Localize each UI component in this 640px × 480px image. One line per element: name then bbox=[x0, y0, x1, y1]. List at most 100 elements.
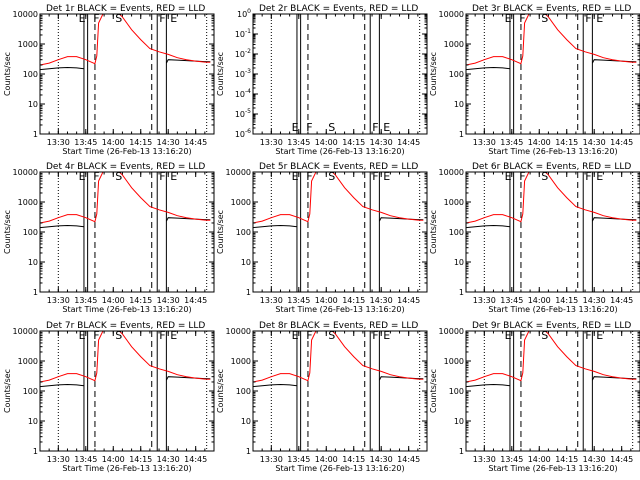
y-tick-label: 100 bbox=[23, 387, 38, 396]
y-tick-label: 10000 bbox=[439, 168, 464, 177]
x-tick-label: 14:45 bbox=[610, 296, 633, 305]
event-marker-letter: E bbox=[79, 12, 86, 25]
y-tick-label: 10000 bbox=[13, 327, 38, 336]
y-tick-label: 10-3 bbox=[235, 68, 251, 79]
x-tick-label: 13:45 bbox=[287, 455, 310, 464]
panel-title: Det 7r BLACK = Events, RED = LLD bbox=[46, 321, 205, 331]
event-marker-letter: E bbox=[383, 121, 390, 134]
y-tick-label: 10000 bbox=[439, 327, 464, 336]
event-marker-letter: F bbox=[372, 170, 378, 183]
event-marker-letter: F bbox=[93, 170, 99, 183]
y-axis-label: Counts/sec bbox=[429, 210, 438, 254]
event-marker-letter: F bbox=[519, 170, 525, 183]
y-axis-label: Counts/sec bbox=[3, 369, 12, 413]
y-axis-label: Counts/sec bbox=[216, 369, 225, 413]
panel-3: Det 3r BLACK = Events, RED = LLD 1 10 100 10… bbox=[429, 4, 640, 156]
event-marker-letter: E bbox=[596, 170, 603, 183]
y-tick-label: 10 bbox=[454, 417, 464, 426]
y-tick-label: 1000 bbox=[231, 198, 251, 207]
lld-series-line bbox=[466, 172, 637, 224]
event-marker-letter: F bbox=[306, 329, 312, 342]
x-tick-label: 13:30 bbox=[473, 296, 496, 305]
plot-frame bbox=[252, 171, 428, 293]
x-axis-label: Start Time (26-Feb-13 13:16:20) bbox=[62, 305, 191, 314]
x-tick-label: 14:00 bbox=[102, 296, 125, 305]
y-tick-label: 1 bbox=[459, 447, 464, 456]
y-axis-label: Counts/sec bbox=[3, 210, 12, 254]
event-marker-letter: E bbox=[79, 329, 86, 342]
event-marker-letter: F bbox=[93, 329, 99, 342]
x-tick-label: 14:30 bbox=[370, 296, 393, 305]
x-tick-label: 13:30 bbox=[47, 138, 70, 147]
x-axis-label: Start Time (26-Feb-13 13:16:20) bbox=[275, 147, 404, 156]
event-marker-letter: E bbox=[505, 170, 512, 183]
x-axis-label: Start Time (26-Feb-13 13:16:20) bbox=[62, 464, 191, 473]
x-tick-label: 13:45 bbox=[500, 138, 523, 147]
event-marker-letter: S bbox=[115, 170, 122, 183]
x-tick-label: 14:30 bbox=[157, 296, 180, 305]
y-tick-label: 1000 bbox=[444, 198, 464, 207]
panel-title: Det 2r BLACK = Events, RED = LLD bbox=[259, 4, 418, 14]
y-tick-label: 100 bbox=[236, 387, 251, 396]
x-tick-label: 14:00 bbox=[528, 455, 551, 464]
x-tick-label: 14:45 bbox=[397, 455, 420, 464]
y-tick-label: 10-5 bbox=[235, 108, 251, 119]
x-tick-label: 13:30 bbox=[473, 138, 496, 147]
x-tick-label: 14:00 bbox=[315, 138, 338, 147]
event-marker-letter: E bbox=[505, 12, 512, 25]
event-marker-letter: S bbox=[115, 12, 122, 25]
panel-1: Det 1r BLACK = Events, RED = LLD 1 10 100 10… bbox=[3, 4, 215, 156]
panel-title: Det 6r BLACK = Events, RED = LLD bbox=[472, 162, 631, 172]
x-tick-label: 13:30 bbox=[47, 296, 70, 305]
x-axis-label: Start Time (26-Feb-13 13:16:20) bbox=[275, 464, 404, 473]
lld-series-line bbox=[253, 172, 424, 224]
x-tick-label: 14:00 bbox=[315, 455, 338, 464]
panel-9: Det 9r BLACK = Events, RED = LLD 1 10 100 10… bbox=[429, 321, 640, 473]
event-marker-letter: F bbox=[372, 329, 378, 342]
event-marker-letter: S bbox=[328, 170, 335, 183]
y-tick-label: 10-2 bbox=[235, 48, 251, 59]
y-axis-label: Counts/sec bbox=[429, 369, 438, 413]
x-tick-label: 14:30 bbox=[583, 455, 606, 464]
events-series-line bbox=[466, 66, 511, 71]
y-tick-label: 10-1 bbox=[235, 28, 251, 39]
events-series-line bbox=[466, 383, 511, 388]
y-axis-label: Counts/sec bbox=[216, 52, 225, 96]
event-marker-letter: E bbox=[292, 121, 299, 134]
event-marker-letter: S bbox=[115, 329, 122, 342]
y-tick-label: 10 bbox=[454, 258, 464, 267]
events-series-line bbox=[253, 383, 298, 388]
plot-frame bbox=[465, 13, 640, 135]
x-tick-label: 14:45 bbox=[184, 455, 207, 464]
panel-title: Det 1r BLACK = Events, RED = LLD bbox=[46, 4, 205, 14]
x-tick-label: 14:45 bbox=[184, 138, 207, 147]
y-tick-label: 100 bbox=[236, 228, 251, 237]
y-tick-label: 100 bbox=[449, 387, 464, 396]
y-tick-label: 100 bbox=[449, 228, 464, 237]
x-tick-label: 14:15 bbox=[555, 138, 578, 147]
x-axis-label: Start Time (26-Feb-13 13:16:20) bbox=[62, 147, 191, 156]
x-tick-label: 14:15 bbox=[342, 455, 365, 464]
event-marker-letter: E bbox=[505, 329, 512, 342]
y-tick-label: 1 bbox=[246, 447, 251, 456]
event-marker-letter: S bbox=[541, 170, 548, 183]
y-tick-label: 10000 bbox=[226, 168, 251, 177]
x-tick-label: 14:45 bbox=[397, 296, 420, 305]
panel-title: Det 3r BLACK = Events, RED = LLD bbox=[472, 4, 631, 14]
y-tick-label: 1 bbox=[33, 130, 38, 139]
event-marker-letter: E bbox=[170, 12, 177, 25]
y-tick-label: 100 bbox=[23, 70, 38, 79]
x-tick-label: 14:00 bbox=[102, 138, 125, 147]
y-tick-label: 10 bbox=[454, 100, 464, 109]
event-marker-letter: F bbox=[585, 170, 591, 183]
y-axis-label: Counts/sec bbox=[429, 52, 438, 96]
event-marker-letter: F bbox=[585, 329, 591, 342]
panel-6: Det 6r BLACK = Events, RED = LLD 1 10 100 10… bbox=[429, 162, 640, 314]
x-tick-label: 14:15 bbox=[555, 296, 578, 305]
lld-series-line bbox=[40, 14, 211, 66]
event-marker-letter: S bbox=[541, 12, 548, 25]
x-tick-label: 14:15 bbox=[129, 455, 152, 464]
x-axis-label: Start Time (26-Feb-13 13:16:20) bbox=[488, 147, 617, 156]
y-tick-label: 10000 bbox=[13, 10, 38, 19]
